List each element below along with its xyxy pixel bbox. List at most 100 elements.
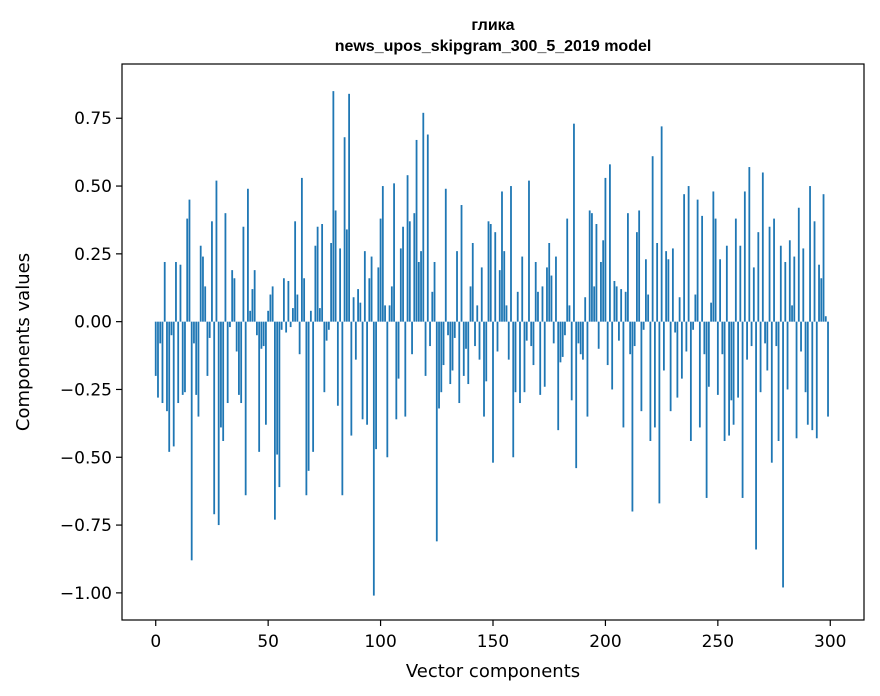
bar [386,321,389,458]
bar [251,289,254,322]
bar [795,321,798,439]
bar [743,191,746,322]
bar [379,218,382,322]
bar [489,224,492,322]
bar [447,321,449,336]
bar [793,256,796,322]
bar [660,126,663,322]
bar [269,294,272,322]
bar [424,321,427,376]
y-tick-label: 0.50 [74,177,112,197]
bar [525,321,528,341]
bar [674,321,677,333]
bar [609,164,611,322]
bar [318,308,321,322]
bar [361,321,364,420]
bar [591,213,593,322]
bar [516,291,519,322]
bar [460,205,463,322]
bar [471,243,474,322]
bar [786,321,789,390]
bar [435,321,438,542]
bar [689,321,692,441]
bar [586,321,589,417]
bar [184,321,186,393]
bar [627,213,629,322]
bar [321,224,324,322]
bar [604,177,607,322]
bar [770,321,773,463]
bar [217,321,220,526]
bar [640,321,643,412]
bar [240,321,243,404]
bar [636,232,638,322]
x-tick-label: 150 [477,632,509,652]
y-tick-label: −0.25 [60,380,112,400]
bar [734,218,737,322]
bar [366,321,368,425]
bar [348,93,350,322]
bar [444,188,447,322]
bar [157,321,159,398]
bar [687,186,690,322]
bar [600,261,602,322]
bar [649,321,652,441]
bar [584,297,587,322]
bar [307,321,310,471]
bar [595,224,598,322]
bar [332,91,335,322]
bar [300,177,303,322]
bar [705,321,708,498]
bar [548,243,551,322]
bar [483,321,485,417]
bar [433,261,436,322]
bar [413,213,416,322]
bar [390,286,393,322]
bar [186,218,189,322]
bar [368,278,371,322]
bar [559,321,562,363]
bar [282,278,285,322]
bar [588,210,591,322]
bar [741,321,744,498]
bar [573,123,575,322]
bar [170,321,173,336]
bar [222,321,225,441]
bar [408,221,411,322]
bar [561,321,564,357]
bar [181,321,184,395]
bar [309,310,312,322]
bar [800,321,802,352]
bar [809,186,811,322]
bar [505,305,508,322]
bar [669,321,672,412]
bar [188,199,191,322]
y-axis-ticks: 0.75 0.50 0.25 0.00 −0.25 −0.50 −0.75 −1.00 [60,109,122,604]
bar [449,321,452,385]
bar [694,294,697,322]
x-tick-label: 0 [150,632,161,652]
bar [557,321,560,431]
bar [395,321,398,420]
bar [476,305,479,322]
bar [698,321,701,428]
bar [723,321,726,441]
bar [530,321,533,347]
bar [633,321,636,347]
bar [820,278,823,322]
bar [631,321,634,512]
bar [339,248,341,322]
bar [325,321,328,341]
bar [813,221,816,322]
bar [624,291,627,322]
bar [692,321,695,330]
bar [748,167,751,322]
bar [393,183,395,322]
bar [662,321,665,371]
bar [710,302,712,322]
bar [372,321,375,596]
bar [469,286,472,322]
bar [543,321,546,387]
bar [312,321,315,452]
